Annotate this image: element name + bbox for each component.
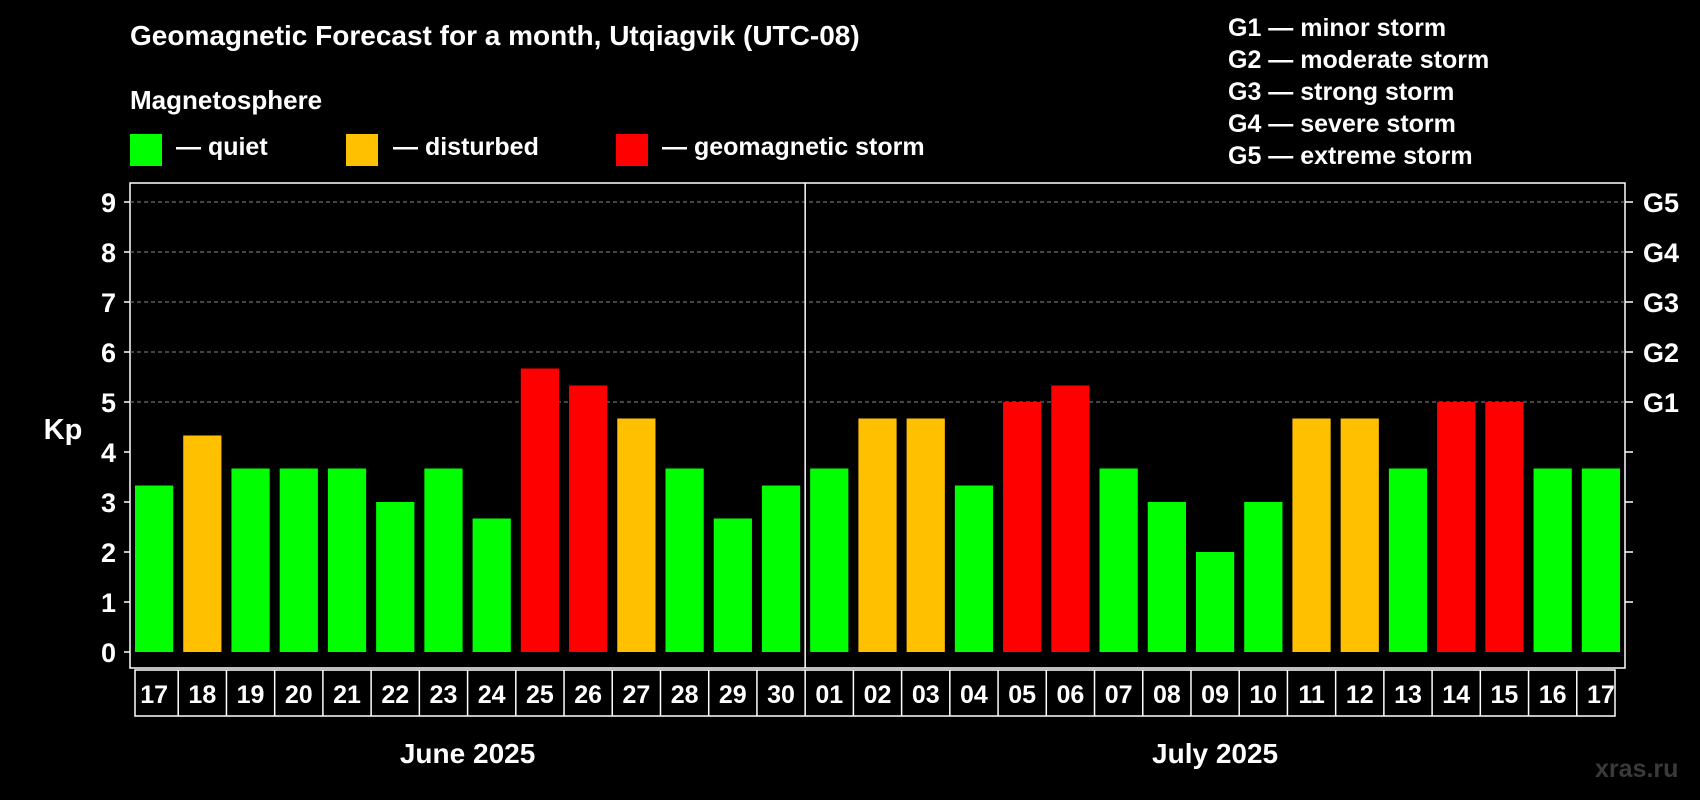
date-label: 10 — [1249, 681, 1277, 709]
date-label: 17 — [1587, 681, 1615, 709]
kp-bar — [1051, 385, 1090, 652]
legend-label-storm: — geomagnetic storm — [662, 133, 925, 161]
kp-bar — [279, 468, 318, 652]
y-tick-label: 7 — [101, 288, 116, 318]
date-label: 03 — [912, 681, 940, 709]
kp-bar — [1581, 468, 1620, 652]
y-tick-label: 5 — [101, 388, 116, 418]
kp-bar — [1533, 468, 1572, 652]
kp-bar — [665, 468, 704, 652]
right-axis-label: G4 — [1643, 238, 1679, 268]
kp-bar — [810, 468, 849, 652]
kp-bar — [761, 485, 801, 652]
kp-bar — [1340, 418, 1379, 652]
y-tick-label: 2 — [101, 538, 116, 568]
date-label: 29 — [719, 681, 747, 709]
date-label: 24 — [478, 681, 506, 709]
right-axis-label: G1 — [1643, 388, 1679, 418]
date-label: 17 — [140, 681, 168, 709]
date-label: 18 — [188, 681, 216, 709]
storm-level-g5: G5 — extreme storm — [1228, 142, 1473, 170]
date-label: 14 — [1442, 681, 1470, 709]
date-label: 22 — [381, 681, 409, 709]
y-axis-label: Kp — [44, 414, 83, 446]
y-tick-label: 6 — [101, 338, 116, 368]
kp-bar — [1437, 402, 1476, 652]
date-label: 01 — [815, 681, 843, 709]
kp-bar — [858, 418, 897, 652]
date-label: 25 — [526, 681, 554, 709]
date-label: 19 — [237, 681, 265, 709]
date-row — [134, 669, 1616, 717]
storm-level-g3: G3 — strong storm — [1228, 78, 1455, 106]
kp-bar — [954, 485, 994, 652]
kp-bar — [1244, 502, 1283, 652]
y-tick-label: 1 — [101, 588, 116, 618]
kp-bar — [520, 368, 560, 652]
date-label: 26 — [574, 681, 602, 709]
kp-bar — [183, 435, 222, 652]
y-tick-label: 3 — [101, 488, 116, 518]
date-label: 23 — [430, 681, 458, 709]
date-label: 06 — [1056, 681, 1084, 709]
legend-label-quiet: — quiet — [176, 133, 268, 161]
kp-bar — [1195, 552, 1235, 652]
date-label: 15 — [1491, 681, 1519, 709]
plot-frame — [129, 182, 1626, 669]
date-label: 08 — [1153, 681, 1181, 709]
legend-swatch-storm — [616, 134, 648, 166]
y-tick-label: 9 — [101, 188, 116, 218]
legend-label-disturbed: — disturbed — [393, 133, 539, 161]
date-label: 11 — [1298, 681, 1325, 709]
magnetosphere-heading: Magnetosphere — [130, 85, 323, 115]
kp-bar — [617, 418, 656, 652]
y-tick-label: 8 — [101, 238, 116, 268]
kp-bar — [376, 502, 415, 652]
y-tick-label: 0 — [101, 638, 116, 668]
storm-level-g4: G4 — severe storm — [1228, 110, 1456, 138]
kp-bar — [327, 468, 367, 652]
kp-bar — [713, 518, 752, 652]
date-label: 12 — [1346, 681, 1374, 709]
right-axis-label: G3 — [1643, 288, 1679, 318]
date-label: 27 — [622, 681, 650, 709]
date-label: 04 — [960, 681, 988, 709]
y-tick-label: 4 — [101, 438, 116, 468]
kp-bar — [1003, 402, 1042, 652]
kp-bar — [569, 385, 608, 652]
date-label: 20 — [285, 681, 313, 709]
watermark: xras.ru — [1595, 755, 1679, 783]
date-label: 05 — [1008, 681, 1036, 709]
storm-level-g2: G2 — moderate storm — [1228, 46, 1490, 74]
date-label: 02 — [864, 681, 892, 709]
kp-bar — [1485, 402, 1524, 652]
kp-bar — [906, 418, 945, 652]
date-label: 13 — [1394, 681, 1422, 709]
date-label: 07 — [1105, 681, 1133, 709]
month-label: July 2025 — [1152, 738, 1278, 769]
kp-bar — [1292, 418, 1331, 652]
right-axis-label: G5 — [1643, 188, 1679, 218]
storm-level-g1: G1 — minor storm — [1228, 14, 1447, 42]
right-axis-label: G2 — [1643, 338, 1679, 368]
legend-swatch-disturbed — [346, 134, 378, 166]
chart-title: Geomagnetic Forecast for a month, Utqiag… — [130, 20, 860, 51]
kp-bar — [135, 485, 174, 652]
date-label: 30 — [767, 681, 795, 709]
date-label: 16 — [1539, 681, 1567, 709]
kp-bar — [424, 468, 463, 652]
date-label: 28 — [671, 681, 699, 709]
kp-bar — [472, 518, 511, 652]
legend-swatch-quiet — [130, 134, 162, 166]
date-label: 21 — [333, 681, 361, 709]
kp-bar — [1147, 502, 1186, 652]
month-label: June 2025 — [400, 738, 535, 769]
date-label: 09 — [1201, 681, 1229, 709]
kp-bar — [1099, 468, 1138, 652]
kp-bar — [1388, 468, 1428, 652]
kp-bar — [231, 468, 270, 652]
